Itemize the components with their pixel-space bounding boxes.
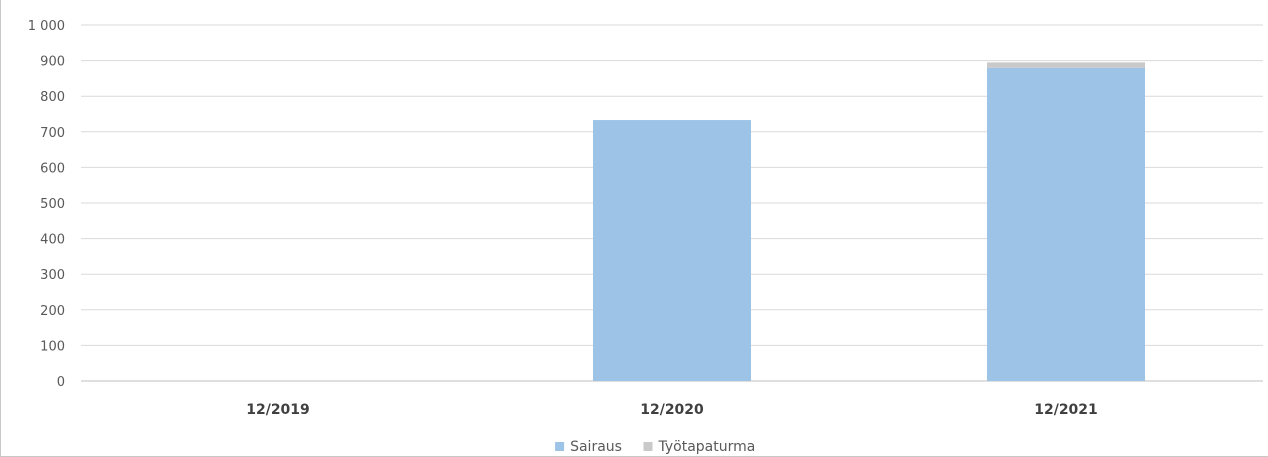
bar-sairaus-12-2021 xyxy=(987,67,1145,381)
y-tick-label: 200 xyxy=(40,304,65,319)
y-tick-label: 0 xyxy=(57,375,65,390)
y-axis: 0 100 200 300 400 500 600 700 800 900 1 000 xyxy=(28,19,65,390)
y-tick-label: 1 000 xyxy=(28,19,65,34)
x-tick-label: 12/2019 xyxy=(246,402,310,418)
x-tick-label: 12/2020 xyxy=(640,402,704,418)
bar-ty-tapaturma-12-2021 xyxy=(987,62,1145,68)
legend: Sairaus Työtapaturma xyxy=(555,439,755,455)
bar-sairaus-12-2020 xyxy=(593,120,751,381)
legend-swatch xyxy=(555,442,565,451)
legend-item-ty-tapaturma: Työtapaturma xyxy=(643,439,756,455)
legend-item-sairaus: Sairaus xyxy=(555,439,622,455)
bars xyxy=(593,62,1145,381)
y-tick-label: 800 xyxy=(40,90,65,105)
legend-label: Sairaus xyxy=(570,439,622,455)
y-tick-label: 500 xyxy=(40,197,65,212)
y-tick-label: 100 xyxy=(40,339,65,354)
y-tick-label: 600 xyxy=(40,161,65,176)
y-tick-label: 300 xyxy=(40,268,65,283)
x-tick-label: 12/2021 xyxy=(1034,402,1098,418)
legend-swatch xyxy=(643,442,653,451)
y-tick-label: 700 xyxy=(40,126,65,141)
legend-label: Työtapaturma xyxy=(658,439,756,455)
x-axis: 12/2019 12/2020 12/2021 xyxy=(246,402,1098,418)
y-tick-label: 400 xyxy=(40,233,65,248)
y-tick-label: 900 xyxy=(40,55,65,70)
